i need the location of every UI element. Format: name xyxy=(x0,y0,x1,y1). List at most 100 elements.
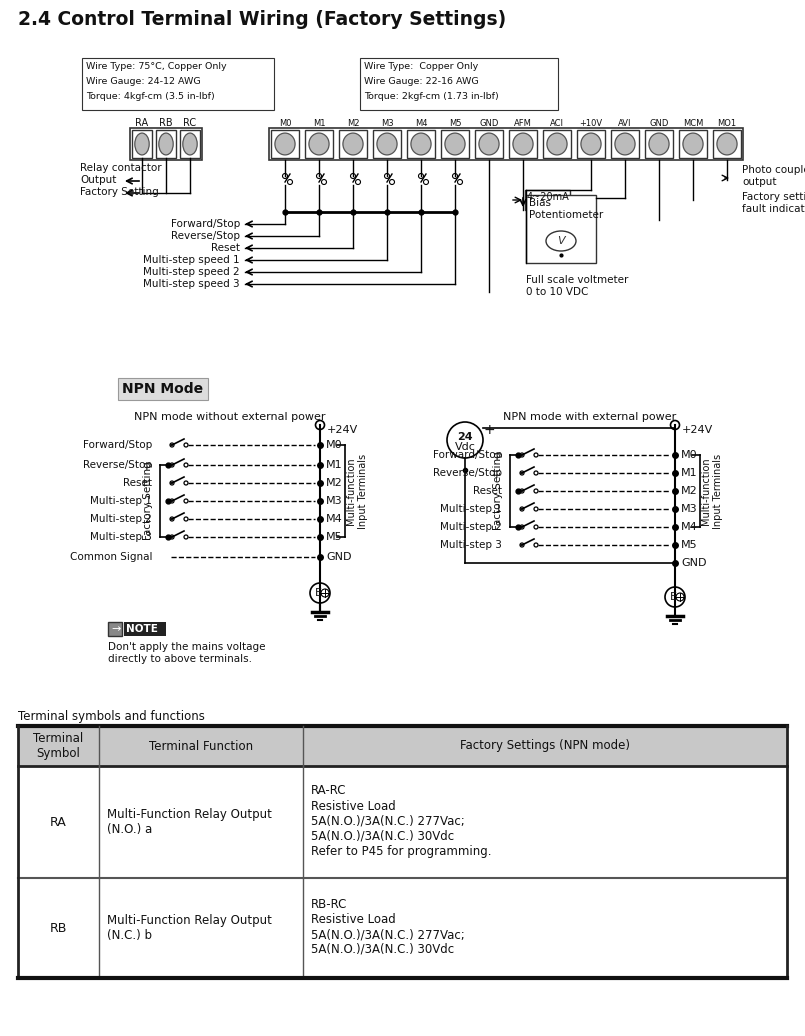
Circle shape xyxy=(534,543,538,547)
Text: NOTE: NOTE xyxy=(126,624,158,634)
Bar xyxy=(99,726,303,766)
Text: Factory setting:: Factory setting: xyxy=(742,192,805,202)
Text: M2: M2 xyxy=(347,119,359,128)
Text: Wire Type: 75°C, Copper Only: Wire Type: 75°C, Copper Only xyxy=(86,62,227,71)
Text: AFM: AFM xyxy=(514,119,532,128)
Text: M4: M4 xyxy=(415,119,427,128)
Bar xyxy=(577,130,605,159)
Text: M3: M3 xyxy=(681,503,698,514)
Bar xyxy=(132,130,152,159)
Bar xyxy=(124,622,166,636)
Circle shape xyxy=(287,179,292,184)
Text: Terminal Function: Terminal Function xyxy=(149,740,253,752)
Bar xyxy=(305,130,333,159)
Circle shape xyxy=(520,471,524,474)
Ellipse shape xyxy=(309,133,329,155)
Circle shape xyxy=(385,173,390,178)
Circle shape xyxy=(310,583,330,603)
Circle shape xyxy=(534,507,538,511)
Circle shape xyxy=(316,421,324,430)
Text: NPN Mode: NPN Mode xyxy=(122,382,204,396)
Text: Multi-step 2: Multi-step 2 xyxy=(440,522,502,533)
Bar xyxy=(303,766,787,877)
Bar xyxy=(156,130,176,159)
Text: Reset: Reset xyxy=(211,243,240,253)
Ellipse shape xyxy=(445,133,465,155)
Circle shape xyxy=(447,422,483,458)
Circle shape xyxy=(534,471,538,474)
Text: NPN mode without external power: NPN mode without external power xyxy=(134,412,326,422)
Circle shape xyxy=(184,499,188,503)
Text: ACI: ACI xyxy=(550,119,564,128)
Circle shape xyxy=(520,507,524,511)
Circle shape xyxy=(676,593,684,601)
Text: V: V xyxy=(557,236,565,246)
Text: Multi-function
Input Terminals: Multi-function Input Terminals xyxy=(701,454,723,528)
Ellipse shape xyxy=(411,133,431,155)
Text: 5A(N.O.)/3A(N.C.) 277Vac;: 5A(N.O.)/3A(N.C.) 277Vac; xyxy=(311,814,464,828)
Text: Forward/Stop: Forward/Stop xyxy=(433,450,502,460)
Text: Bias: Bias xyxy=(529,198,551,208)
Text: M0: M0 xyxy=(326,440,343,450)
Text: Resistive Load: Resistive Load xyxy=(311,913,395,926)
Text: Reset: Reset xyxy=(123,478,152,488)
Text: RB: RB xyxy=(159,118,173,128)
Circle shape xyxy=(671,421,679,430)
Bar xyxy=(441,130,469,159)
Text: Refer to P45 for programming.: Refer to P45 for programming. xyxy=(311,844,491,858)
Text: RC: RC xyxy=(184,118,196,128)
Bar xyxy=(679,130,707,159)
Circle shape xyxy=(321,179,327,184)
Bar xyxy=(118,378,208,400)
Bar xyxy=(407,130,435,159)
Text: output: output xyxy=(742,177,777,188)
Ellipse shape xyxy=(479,133,499,155)
Text: M5: M5 xyxy=(448,119,461,128)
Bar xyxy=(645,130,673,159)
Text: Wire Type:  Copper Only: Wire Type: Copper Only xyxy=(364,62,478,71)
Circle shape xyxy=(534,453,538,457)
Bar xyxy=(271,130,299,159)
Text: Multi-Function Relay Output
(N.C.) b: Multi-Function Relay Output (N.C.) b xyxy=(107,914,271,942)
Circle shape xyxy=(457,179,463,184)
Text: 5A(N.O.)/3A(N.C.) 30Vdc: 5A(N.O.)/3A(N.C.) 30Vdc xyxy=(311,830,454,842)
Circle shape xyxy=(520,453,524,457)
Text: Wire Gauge: 24-12 AWG: Wire Gauge: 24-12 AWG xyxy=(86,77,200,86)
Ellipse shape xyxy=(134,133,149,155)
Bar xyxy=(180,130,200,159)
Circle shape xyxy=(534,525,538,529)
Circle shape xyxy=(184,463,188,467)
Text: Torque: 4kgf-cm (3.5 in-lbf): Torque: 4kgf-cm (3.5 in-lbf) xyxy=(86,92,215,100)
Circle shape xyxy=(520,489,524,493)
Text: Photo coupler: Photo coupler xyxy=(742,165,805,175)
Text: M1: M1 xyxy=(681,468,698,478)
Circle shape xyxy=(283,173,287,178)
Text: GND: GND xyxy=(326,552,352,562)
Circle shape xyxy=(520,543,524,547)
Text: GND: GND xyxy=(650,119,669,128)
Text: MCM: MCM xyxy=(683,119,704,128)
Text: 5A(N.O.)/3A(N.C.) 30Vdc: 5A(N.O.)/3A(N.C.) 30Vdc xyxy=(311,943,454,956)
Circle shape xyxy=(184,481,188,485)
Circle shape xyxy=(419,173,423,178)
Text: M5: M5 xyxy=(681,540,698,550)
Text: Forward/Stop: Forward/Stop xyxy=(83,440,152,450)
Ellipse shape xyxy=(615,133,635,155)
Bar xyxy=(509,130,537,159)
Text: Multi-step speed 3: Multi-step speed 3 xyxy=(143,279,240,289)
Text: Vdc: Vdc xyxy=(455,442,476,452)
Bar xyxy=(18,877,99,978)
Text: 4~20mA: 4~20mA xyxy=(527,192,570,202)
Text: Reset: Reset xyxy=(473,486,502,496)
Text: M5: M5 xyxy=(326,533,343,542)
Text: Reverse/Stop: Reverse/Stop xyxy=(171,231,240,241)
Bar xyxy=(611,130,639,159)
Text: MO1: MO1 xyxy=(717,119,737,128)
Text: E: E xyxy=(315,588,321,598)
Text: +24V: +24V xyxy=(327,425,358,435)
Text: 5A(N.O.)/3A(N.C.) 277Vac;: 5A(N.O.)/3A(N.C.) 277Vac; xyxy=(311,928,464,941)
Text: M4: M4 xyxy=(326,514,343,524)
Circle shape xyxy=(170,499,174,503)
Text: Torque: 2kgf-cm (1.73 in-lbf): Torque: 2kgf-cm (1.73 in-lbf) xyxy=(364,92,499,100)
Text: 24: 24 xyxy=(457,432,473,442)
